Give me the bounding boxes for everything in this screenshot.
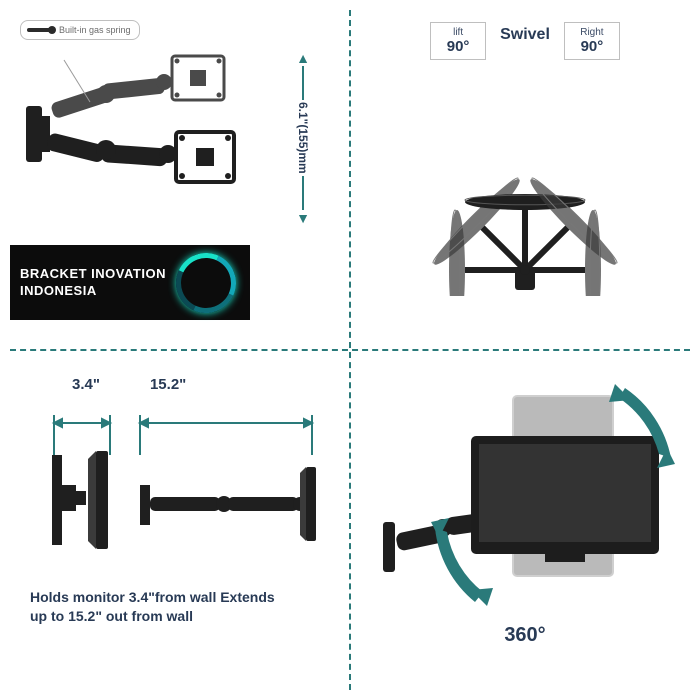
callout-gas-spring: Built-in gas spring	[20, 20, 140, 40]
dual-arm-illustration	[24, 46, 274, 226]
swivel-fan-diagram	[375, 66, 675, 296]
height-dimension: ▲ 6.1"(155)mm ▼	[296, 50, 310, 226]
badge-swivel-right: Right 90°	[564, 22, 620, 60]
brand-ring-icon	[176, 253, 236, 313]
arrow-up-icon: ▲	[296, 50, 310, 66]
swivel-title: Swivel	[500, 26, 550, 44]
arrow-down-icon: ▼	[296, 210, 310, 226]
brand-line2: INDONESIA	[20, 283, 166, 299]
panel-height-adjust: Built-in gas spring	[0, 0, 350, 350]
extension-diagram	[12, 397, 332, 577]
rotation-value: 360°	[504, 624, 545, 647]
separator-horizontal	[10, 349, 690, 351]
badge-left-value: 90°	[441, 38, 475, 55]
badge-left-label: lift	[441, 27, 475, 38]
panel-swivel: lift 90° Swivel Right 90°	[350, 0, 700, 350]
badge-swivel-left: lift 90°	[430, 22, 486, 60]
panel-rotation: 360°	[350, 350, 700, 700]
badge-right-value: 90°	[575, 38, 609, 55]
caption-l1: Holds monitor 3.4"from wall Extends	[30, 589, 275, 605]
dim-extended: 15.2"	[150, 376, 186, 393]
spring-icon	[27, 28, 53, 32]
caption-l2: up to 15.2" out from wall	[30, 608, 193, 624]
rotation-diagram	[375, 372, 675, 622]
callout-label: Built-in gas spring	[59, 25, 131, 35]
badge-right-label: Right	[575, 27, 609, 38]
brand-line1: BRACKET INOVATION	[20, 266, 166, 282]
brand-watermark: BRACKET INOVATION INDONESIA	[10, 245, 250, 320]
panel-extension: 3.4" 15.2"	[0, 350, 350, 700]
dim-retracted: 3.4"	[72, 376, 100, 393]
height-value: 6.1"(155)mm	[296, 100, 310, 176]
extension-caption: Holds monitor 3.4"from wall Extends up t…	[30, 588, 320, 626]
